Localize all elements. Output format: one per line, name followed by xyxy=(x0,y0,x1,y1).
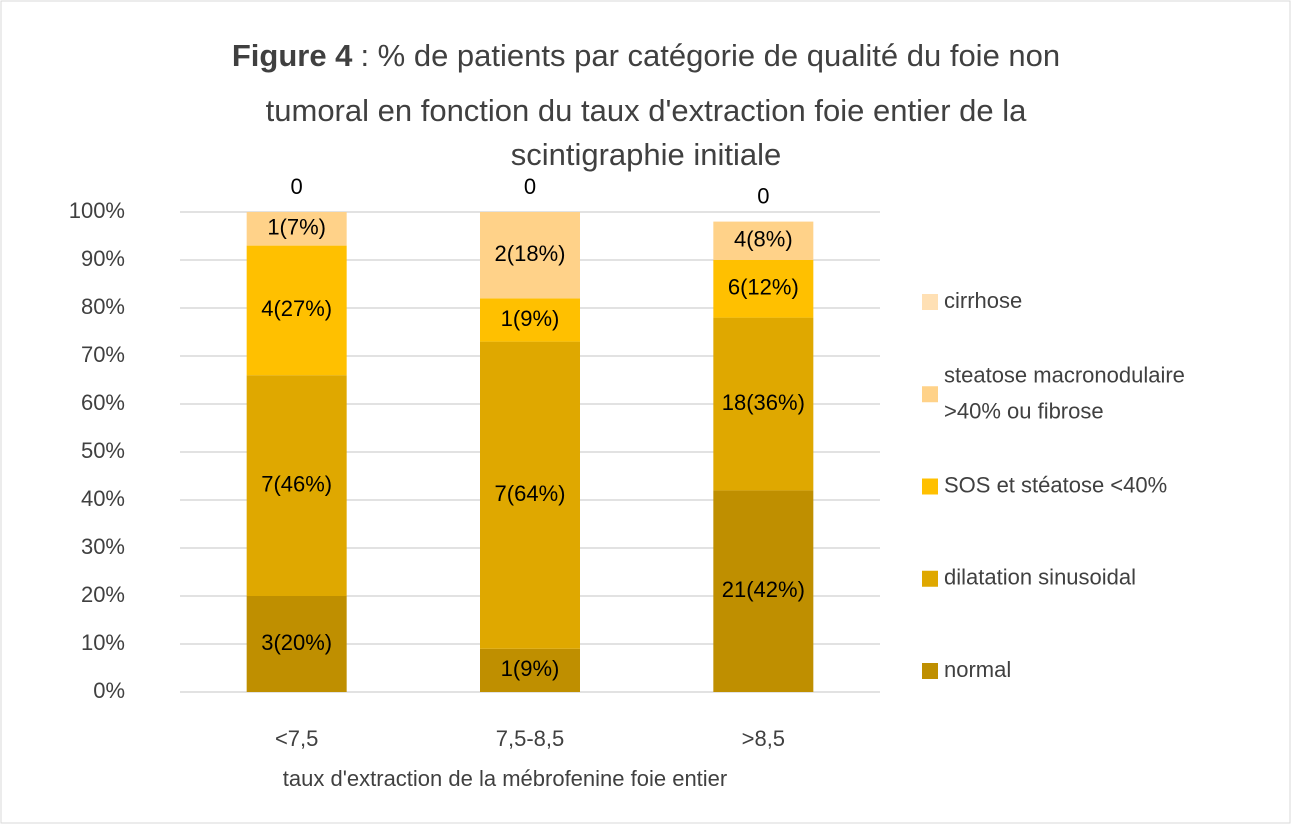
legend-label: cirrhose xyxy=(944,288,1022,313)
bar-segment xyxy=(713,490,814,692)
title-bold: Figure 4 xyxy=(232,38,353,73)
data-label: 2(18%) xyxy=(495,241,566,266)
y-tick-label: 90% xyxy=(81,246,125,271)
bar-segment xyxy=(480,212,580,299)
y-tick-label: 20% xyxy=(81,582,125,607)
data-label: 1(9%) xyxy=(501,306,560,331)
bar-segment xyxy=(713,221,814,260)
title-line: scintigraphie initiale xyxy=(511,137,782,172)
y-tick-label: 100% xyxy=(69,198,125,223)
legend-swatch xyxy=(922,478,938,495)
data-label: 6(12%) xyxy=(728,275,799,300)
data-label: 4(27%) xyxy=(261,296,332,321)
bar-segment xyxy=(480,341,580,649)
data-label: 0 xyxy=(291,174,303,199)
y-tick-label: 80% xyxy=(81,294,125,319)
bar-segment xyxy=(246,375,347,596)
legend-label-line: steatose macronodulaire xyxy=(944,362,1185,387)
bar-segment xyxy=(713,260,814,318)
y-tick-label: 70% xyxy=(81,342,125,367)
legend-label: SOS et stéatose <40% xyxy=(944,472,1167,497)
data-label: 1(9%) xyxy=(501,656,560,681)
legend-label: steatose macronodulaire >40% ou fibrose xyxy=(944,362,1185,423)
legend-swatch xyxy=(922,386,938,403)
bar-segment xyxy=(246,596,347,692)
y-tick-label: 0% xyxy=(93,678,125,703)
data-label: 21(42%) xyxy=(722,577,805,602)
y-tick-label: 30% xyxy=(81,534,125,559)
data-label: 4(8%) xyxy=(734,227,793,252)
y-tick-label: 60% xyxy=(81,390,125,415)
data-label: 18(36%) xyxy=(722,390,805,415)
y-tick-label: 40% xyxy=(81,486,125,511)
title-line: tumoral en fonction du taux d'extraction… xyxy=(266,93,1027,128)
legend-label-line: >40% ou fibrose xyxy=(944,398,1104,423)
data-label: 0 xyxy=(757,183,769,208)
x-axis-title: taux d'extraction de la mébrofenine foie… xyxy=(283,766,727,791)
legend-swatch xyxy=(922,570,938,587)
title-line: : % de patients par catégorie de qualité… xyxy=(360,38,1060,73)
data-label: 0 xyxy=(524,174,536,199)
x-tick-label: >8,5 xyxy=(742,726,785,751)
legend-label: dilatation sinusoidal xyxy=(944,565,1136,590)
bar-segment xyxy=(246,212,347,246)
legend-label: normal xyxy=(944,657,1011,682)
chart-title: Figure 4: % de patients par catégorie de… xyxy=(232,38,1060,73)
bar-segment xyxy=(480,648,580,692)
x-tick-label: <7,5 xyxy=(275,726,318,751)
bar-segment xyxy=(480,298,580,342)
data-label: 3(20%) xyxy=(261,630,332,655)
bar-segment xyxy=(246,245,347,376)
bar-segment xyxy=(713,317,814,491)
data-label: 1(7%) xyxy=(267,215,326,240)
legend-swatch xyxy=(922,294,938,310)
x-tick-label: 7,5-8,5 xyxy=(496,726,565,751)
y-tick-label: 10% xyxy=(81,630,125,655)
data-label: 7(64%) xyxy=(495,481,566,506)
y-tick-label: 50% xyxy=(81,438,125,463)
legend-swatch xyxy=(922,663,938,679)
data-label: 7(46%) xyxy=(261,471,332,496)
